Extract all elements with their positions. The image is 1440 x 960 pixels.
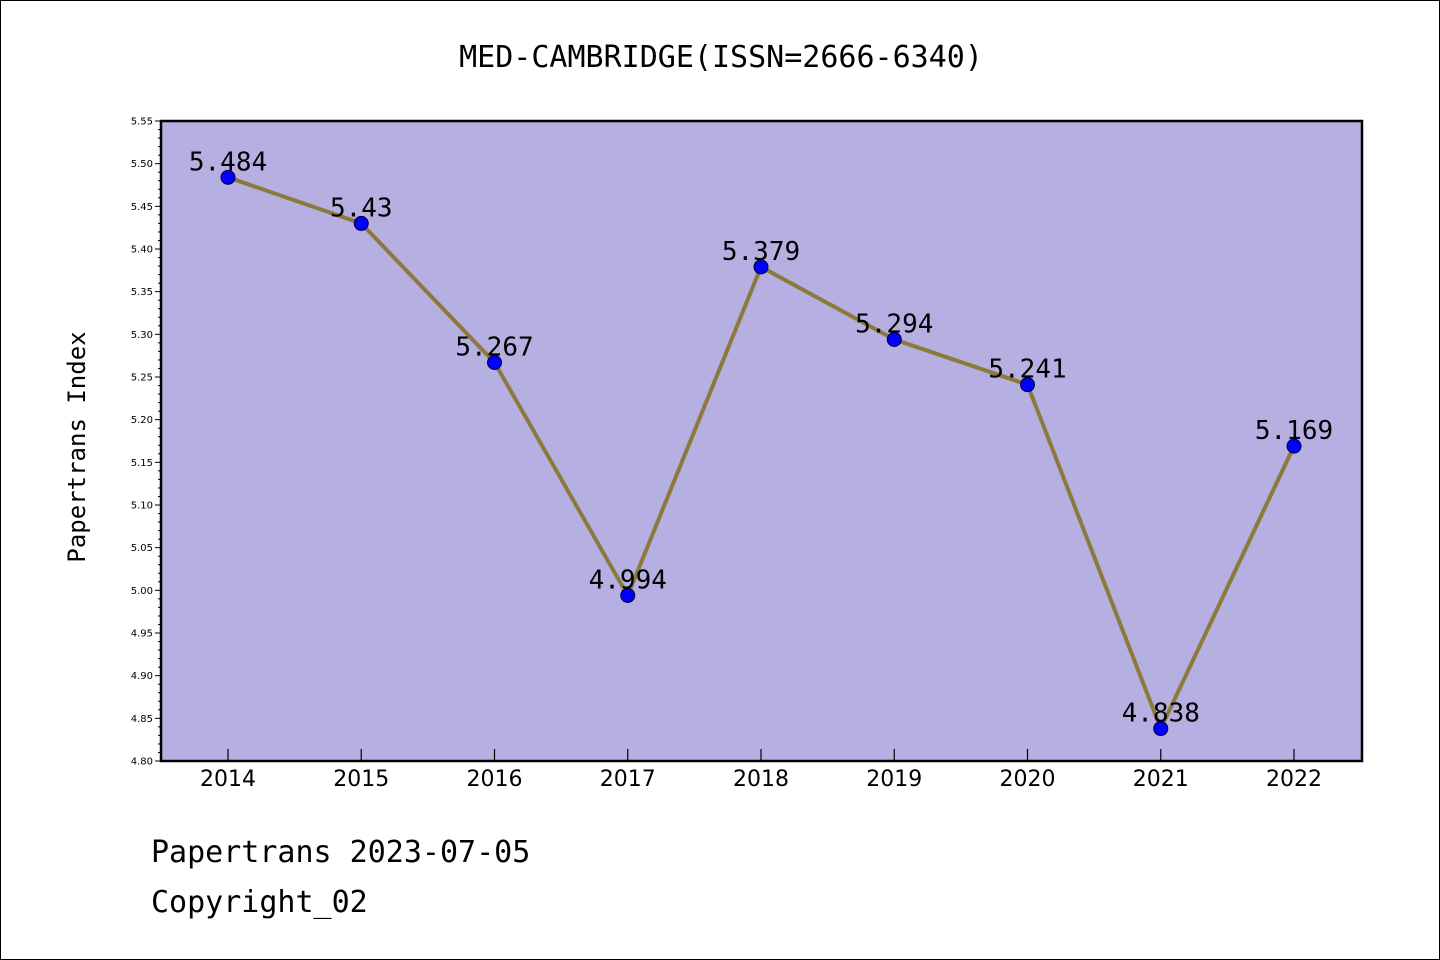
chart-title: MED-CAMBRIDGE(ISSN=2666-6340) [459, 40, 983, 75]
data-label: 5.43 [330, 193, 393, 223]
y-tick-label: 4.90 [131, 671, 153, 682]
footer-copyright: Copyright_02 [151, 885, 368, 920]
y-tick-label: 4.95 [131, 629, 153, 640]
data-label: 4.994 [589, 565, 667, 595]
y-axis-label: Papertrans Index [63, 331, 91, 562]
data-label: 5.267 [455, 332, 533, 362]
data-label: 5.484 [189, 147, 267, 177]
x-axis: 2014 2015 2016 2017 2018 2019 2020 2021 2022 [200, 749, 1322, 792]
data-markers [220, 169, 1302, 737]
x-tick-label: 2022 [1266, 767, 1322, 792]
y-tick-label: 5.25 [131, 373, 153, 384]
data-point [886, 331, 902, 347]
data-label: 5.169 [1255, 416, 1333, 446]
data-point [353, 215, 369, 231]
y-tick-label: 5.15 [131, 458, 153, 469]
y-tick-label: 5.55 [131, 117, 153, 128]
data-point [753, 259, 769, 275]
x-tick-label: 2020 [1000, 767, 1056, 792]
y-tick-label: 5.20 [131, 415, 153, 426]
x-tick-label: 2019 [866, 767, 922, 792]
y-tick-label: 5.35 [131, 287, 153, 298]
x-tick-label: 2021 [1133, 767, 1189, 792]
y-tick-label: 5.40 [131, 245, 153, 256]
y-tick-label: 5.50 [131, 159, 153, 170]
x-tick-label: 2018 [733, 767, 789, 792]
data-labels: 5.484 5.43 5.267 4.994 5.379 5.294 5.241 4.838 5… [189, 147, 1333, 728]
y-tick-label: 5.05 [131, 543, 153, 554]
x-tick-label: 2014 [200, 767, 256, 792]
y-tick-label: 4.80 [131, 757, 153, 768]
data-label: 5.241 [988, 355, 1066, 385]
data-point [1286, 438, 1302, 454]
data-point [620, 587, 636, 603]
x-tick-label: 2017 [600, 767, 656, 792]
data-label: 4.838 [1122, 699, 1200, 729]
y-axis: 4.80 4.85 4.90 4.95 5.00 5.05 5.10 5.15 5.20 5.25… [131, 117, 161, 768]
data-point [1020, 377, 1035, 393]
y-tick-label: 4.85 [131, 714, 153, 725]
data-point [220, 169, 236, 185]
data-label: 5.379 [722, 237, 800, 267]
plot-border [159, 119, 1364, 763]
data-point [487, 354, 502, 370]
x-tick-label: 2016 [467, 767, 523, 792]
data-point [1153, 721, 1169, 737]
footer-date: Papertrans 2023-07-05 [151, 835, 531, 870]
y-tick-label: 5.00 [131, 586, 153, 597]
y-tick-label: 5.45 [131, 202, 153, 213]
x-tick-label: 2015 [333, 767, 389, 792]
data-label: 5.294 [855, 309, 933, 339]
y-tick-label: 5.30 [131, 330, 153, 341]
y-tick-label: 5.10 [131, 501, 153, 512]
